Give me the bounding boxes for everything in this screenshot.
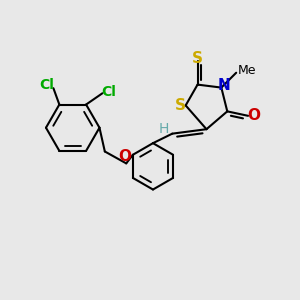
Text: Cl: Cl <box>101 85 116 99</box>
Text: O: O <box>247 108 260 123</box>
Text: N: N <box>218 78 231 93</box>
Text: H: H <box>158 122 169 136</box>
Text: O: O <box>118 149 131 164</box>
Text: S: S <box>175 98 186 113</box>
Text: Cl: Cl <box>39 78 54 92</box>
Text: S: S <box>192 51 203 66</box>
Text: Me: Me <box>238 64 256 77</box>
